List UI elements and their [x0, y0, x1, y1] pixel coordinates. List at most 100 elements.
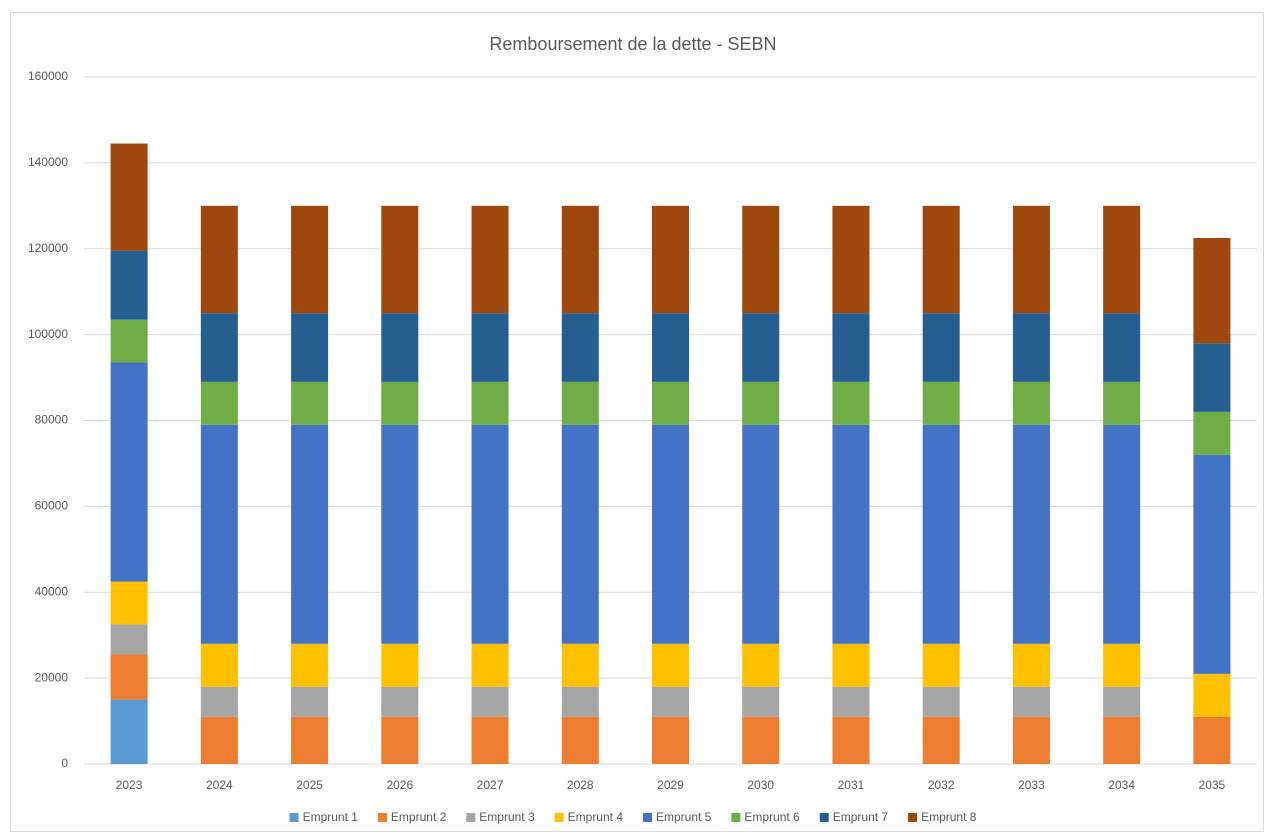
bar-segment — [1103, 424, 1141, 644]
bar-segment — [1012, 686, 1050, 717]
x-tick-label: 2024 — [206, 778, 233, 792]
bar-segment — [200, 643, 238, 687]
bar-segment — [561, 716, 599, 764]
bar-segment — [1103, 643, 1141, 687]
bar-segment — [381, 205, 419, 314]
bar-segment — [1103, 381, 1141, 425]
x-tick-label: 2029 — [657, 778, 684, 792]
bar-segment — [1103, 313, 1141, 382]
bar-segment — [471, 716, 509, 764]
bar-segment — [1103, 716, 1141, 764]
x-tick-label: 2032 — [928, 778, 955, 792]
x-tick-label: 2035 — [1199, 778, 1226, 792]
bar-segment — [832, 424, 870, 644]
bar-segment — [922, 381, 960, 425]
bar-segment — [291, 686, 329, 717]
bar-segment — [1193, 716, 1231, 764]
x-tick-label: 2025 — [296, 778, 323, 792]
x-tick-label: 2031 — [838, 778, 865, 792]
bar-segment — [652, 381, 689, 425]
bar-segment — [1012, 424, 1050, 644]
bar-segment — [742, 313, 780, 382]
bar-segment — [922, 686, 960, 717]
bar-segment — [832, 205, 870, 314]
bar-segment — [200, 686, 238, 717]
legend-swatch — [908, 813, 918, 822]
bar-segment — [832, 643, 870, 687]
bar-segment — [1193, 343, 1231, 412]
legend-swatch — [643, 813, 652, 822]
y-tick-label: 120000 — [28, 241, 68, 255]
y-tick-label: 0 — [61, 756, 68, 770]
bar-segment — [200, 381, 238, 425]
bar-segment — [110, 624, 148, 655]
bar-segment — [561, 205, 599, 314]
bar-segment — [561, 313, 599, 382]
legend-label: Emprunt 6 — [744, 810, 800, 824]
bar-segment — [1012, 716, 1050, 764]
legend-swatch — [377, 813, 387, 822]
bar-segment — [742, 205, 780, 314]
y-tick-label: 80000 — [35, 413, 69, 427]
bar-segment — [471, 686, 509, 717]
bar-segment — [381, 381, 419, 425]
bar-segment — [742, 381, 780, 425]
legend-label: Emprunt 2 — [391, 810, 447, 824]
bar-segment — [110, 362, 148, 582]
legend-swatch — [731, 813, 741, 822]
legend-swatch — [554, 813, 564, 822]
bar-segment — [200, 313, 238, 382]
y-tick-label: 100000 — [28, 327, 68, 341]
bar-segment — [742, 643, 780, 687]
bar-segment — [471, 205, 509, 314]
bar-segment — [652, 643, 689, 687]
bar-segment — [471, 643, 509, 687]
bar-segment — [200, 205, 238, 314]
bar-segment — [291, 381, 329, 425]
bar-segment — [381, 424, 419, 644]
legend-label: Emprunt 3 — [479, 810, 535, 824]
bar-segment — [922, 424, 960, 644]
legend-label: Emprunt 8 — [921, 810, 977, 824]
bar-segment — [381, 716, 419, 764]
legend-swatch — [819, 813, 829, 822]
bar-segment — [742, 424, 780, 644]
bar-segment — [832, 381, 870, 425]
bar-segment — [1193, 411, 1231, 455]
legend-label: Emprunt 7 — [833, 810, 889, 824]
bar-segment — [291, 313, 329, 382]
bar-segment — [200, 424, 238, 644]
bar-segment — [832, 313, 870, 382]
bar-segment — [652, 716, 689, 764]
bar-segment — [652, 205, 689, 314]
y-tick-label: 140000 — [28, 155, 68, 169]
bar-segment — [471, 313, 509, 382]
bar-segment — [922, 643, 960, 687]
bar-segment — [471, 381, 509, 425]
bar-segment — [1193, 673, 1231, 717]
legend-label: Emprunt 5 — [656, 810, 712, 824]
bar-segment — [291, 643, 329, 687]
bar-segment — [742, 686, 780, 717]
legend-swatch — [289, 813, 299, 822]
bar-segment — [291, 424, 329, 644]
bar-segment — [110, 143, 148, 251]
bar-segment — [471, 424, 509, 644]
bar-segment — [1103, 686, 1141, 717]
bar-segment — [110, 319, 148, 363]
chart-title: Remboursement de la dette - SEBN — [489, 34, 776, 54]
chart-frame — [10, 12, 1264, 832]
bar-segment — [110, 250, 148, 320]
bar-segment — [1103, 205, 1141, 314]
y-tick-label: 60000 — [35, 499, 69, 513]
x-tick-label: 2033 — [1018, 778, 1045, 792]
x-tick-label: 2028 — [567, 778, 594, 792]
y-tick-label: 20000 — [35, 670, 69, 684]
bar-segment — [291, 716, 329, 764]
legend-swatch — [466, 813, 476, 822]
bar-segment — [561, 686, 599, 717]
bar-segment — [922, 205, 960, 314]
y-tick-label: 160000 — [28, 69, 68, 83]
bar-segment — [381, 313, 419, 382]
